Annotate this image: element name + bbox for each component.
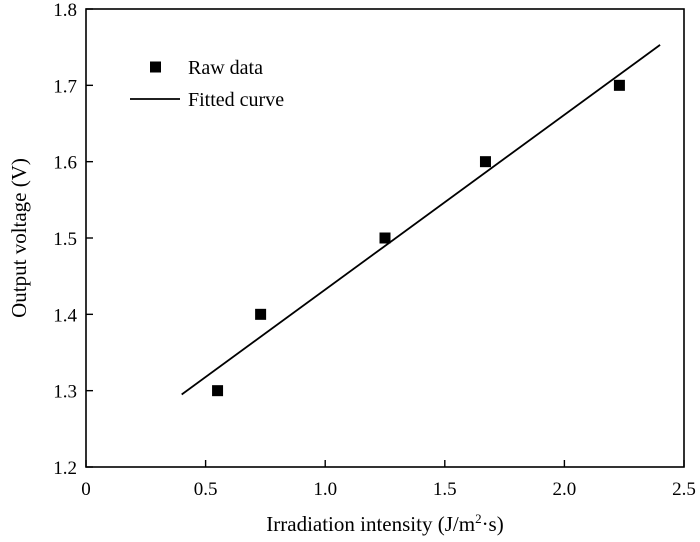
y-axis-label: Output voltage (V) (7, 158, 31, 318)
x-tick-label: 0 (81, 479, 91, 500)
y-tick-label: 1.3 (53, 382, 77, 403)
x-tick-label: 1.0 (313, 479, 337, 500)
y-tick-label: 1.4 (53, 305, 77, 326)
y-tick-label: 1.2 (53, 458, 77, 479)
raw-data-point (379, 232, 391, 244)
legend-square-swatch (150, 61, 161, 73)
raw-data-point (212, 385, 224, 397)
legend-label: Raw data (188, 57, 263, 79)
x-tick-label: 2.0 (553, 479, 577, 500)
x-tick-label: 2.5 (672, 479, 696, 500)
x-tick-label: 1.5 (433, 479, 457, 500)
legend-label: Fitted curve (188, 89, 284, 111)
y-tick-label: 1.5 (53, 229, 77, 250)
ticks: 0 0.5 1.0 1.5 2.0 2.5 1.2 1.3 1.4 1.5 1.6 1.7 1.8 (53, 0, 696, 500)
fitted-curve-line (181, 44, 661, 396)
y-tick-label: 1.8 (53, 0, 77, 21)
raw-data-point (613, 79, 625, 91)
y-tick-label: 1.7 (53, 76, 77, 97)
y-tick-label: 1.6 (53, 153, 77, 174)
legend: Raw data Fitted curve (130, 57, 284, 111)
x-tick-label: 0.5 (194, 479, 218, 500)
x-axis-label-superscript: 2 (475, 511, 482, 526)
marks (181, 44, 661, 397)
x-axis-label: Irradiation intensity (J/m2·s) (266, 511, 503, 536)
raw-data-point (255, 308, 267, 320)
raw-data-point (479, 156, 491, 168)
